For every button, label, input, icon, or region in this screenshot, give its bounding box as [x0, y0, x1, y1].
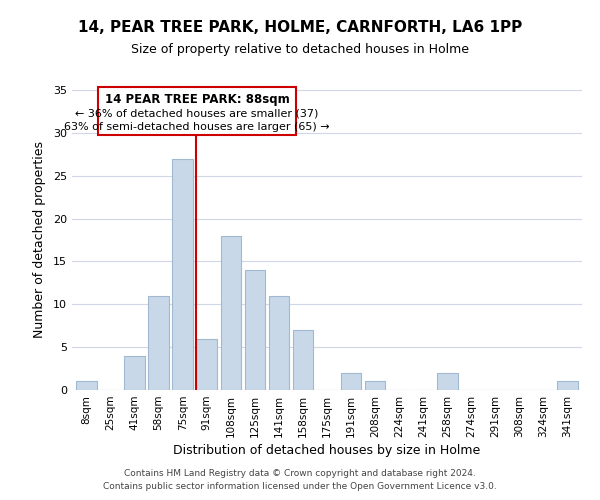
Bar — [365, 382, 385, 390]
X-axis label: Distribution of detached houses by size in Holme: Distribution of detached houses by size … — [173, 444, 481, 457]
Bar — [293, 330, 313, 390]
Text: Contains HM Land Registry data © Crown copyright and database right 2024.: Contains HM Land Registry data © Crown c… — [124, 468, 476, 477]
Text: ← 36% of detached houses are smaller (37): ← 36% of detached houses are smaller (37… — [76, 109, 319, 119]
Text: Contains public sector information licensed under the Open Government Licence v3: Contains public sector information licen… — [103, 482, 497, 491]
Bar — [221, 236, 241, 390]
Bar — [245, 270, 265, 390]
Bar — [76, 382, 97, 390]
Text: Size of property relative to detached houses in Holme: Size of property relative to detached ho… — [131, 42, 469, 56]
Bar — [148, 296, 169, 390]
Bar — [196, 338, 217, 390]
Text: 63% of semi-detached houses are larger (65) →: 63% of semi-detached houses are larger (… — [64, 122, 330, 132]
Text: 14 PEAR TREE PARK: 88sqm: 14 PEAR TREE PARK: 88sqm — [105, 92, 289, 106]
Bar — [269, 296, 289, 390]
Bar — [437, 373, 458, 390]
Bar — [341, 373, 361, 390]
Text: 14, PEAR TREE PARK, HOLME, CARNFORTH, LA6 1PP: 14, PEAR TREE PARK, HOLME, CARNFORTH, LA… — [78, 20, 522, 35]
FancyBboxPatch shape — [98, 88, 296, 134]
Bar — [172, 158, 193, 390]
Y-axis label: Number of detached properties: Number of detached properties — [33, 142, 46, 338]
Bar — [557, 382, 578, 390]
Bar — [124, 356, 145, 390]
